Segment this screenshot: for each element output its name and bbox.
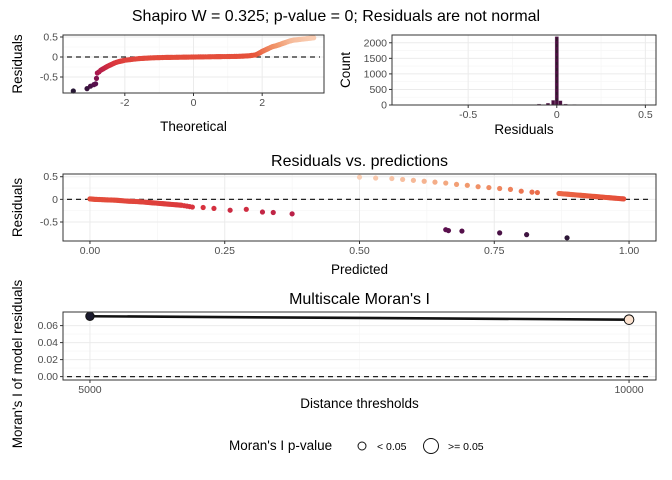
residual-point [289,211,295,217]
x-axis-label: Theoretical [160,119,227,134]
residual-point [497,230,503,236]
x-tick-label: 0.50 [349,245,370,257]
residual-point [389,175,395,182]
y-axis-label: Moran's I of model residuals [10,280,25,449]
moran-point [623,314,635,325]
residual-point [453,181,460,188]
residual-point [564,235,570,241]
moran-point [85,311,95,321]
qq-point [70,88,76,94]
residual-point [259,209,266,215]
y-tick-label: 0.5 [43,171,58,183]
y-tick-label: 0.5 [43,32,58,44]
panel-title: Residuals vs. predictions [271,153,448,170]
residual-point [243,206,249,212]
histogram-bar [551,100,556,106]
residual-point [421,178,427,184]
residual-point [529,189,535,195]
y-tick-label: 1000 [364,68,388,80]
figure-title: Shapiro W = 0.325; p-value = 0; Residual… [132,8,540,25]
x-tick-label: 5000 [78,384,102,396]
panels: -2 0 2 -0.5 0 0.5 Theoretical Residuals -0.5 0 0.5… [10,32,657,454]
legend-key-small [357,441,367,451]
y-tick-label: 500 [369,84,387,96]
residual-point [621,196,627,202]
x-tick-label: 0 [554,109,560,121]
legend-key-large [423,438,439,454]
residual-point [211,205,217,212]
residual-point [464,182,470,188]
legend-label: >= 0.05 [448,441,484,453]
x-tick-label: -2 [120,97,129,109]
y-tick-label: 0.04 [38,337,59,349]
panel-hist: -0.5 0 0.5 0 500 1000 1500 2000 Residuals Count [338,34,657,137]
y-tick-label: 1500 [364,53,388,65]
residual-point [475,184,481,190]
x-tick-label: 0.00 [80,245,101,257]
residual-point [507,186,514,192]
y-tick-label: 0.06 [38,320,59,332]
residual-point [497,185,503,192]
y-tick-label: 0 [381,100,387,112]
x-tick-label: 0 [191,97,197,109]
y-tick-label: 2000 [364,37,388,49]
residual-point [189,204,195,210]
residual-point [486,184,492,191]
residual-point [518,188,524,194]
y-tick-label: 0.00 [38,371,59,383]
y-tick-label: 0 [52,194,58,206]
residual-point [432,179,438,185]
x-tick-label: 0.5 [638,109,653,121]
x-tick-label: -0.5 [459,109,477,121]
y-tick-label: 0 [52,52,58,64]
legend-title: Moran's I p-value [229,438,332,453]
x-axis-label: Predicted [331,262,388,277]
x-tick-label: 2 [259,97,265,109]
panel-border [62,34,325,94]
residual-point [227,207,233,213]
residual-point [270,209,276,216]
legend-label: < 0.05 [377,441,407,453]
x-tick-label: 0.25 [215,245,236,257]
qq-point [93,81,99,87]
panel-border [391,34,657,106]
x-tick-label: 10000 [614,384,643,396]
residual-point [373,175,379,181]
residual-point [445,227,452,234]
residual-point [459,228,465,234]
residual-point [356,174,363,180]
residual-point [410,177,417,183]
x-tick-label: 1.00 [619,245,640,257]
legend: Moran's I p-value < 0.05 >= 0.05 [229,438,484,454]
residual-point [534,189,541,196]
y-axis-label: Residuals [10,178,25,238]
panel-qq: -2 0 2 -0.5 0 0.5 Theoretical Residuals [10,32,325,134]
residual-point [443,180,449,186]
qq-point [311,35,317,41]
residual-point [200,204,206,211]
residual-point [400,176,406,183]
y-tick-label: 0.02 [38,354,59,366]
x-tick-label: 0.75 [484,245,505,257]
x-axis-label: Distance thresholds [300,396,419,411]
plot-background [392,35,656,105]
x-axis-label: Residuals [494,122,554,137]
y-axis-label: Count [338,52,353,88]
moran-line [89,314,630,321]
panel-resid_pred: 0.00 0.25 0.50 0.75 1.00 -0.5 0 0.5 Predicted Res… [10,153,657,277]
panel-border [62,173,657,242]
panel-border [62,311,657,381]
histogram-bar [558,100,563,106]
panel-title: Multiscale Moran's I [289,291,430,308]
qq-point [93,75,100,81]
y-tick-label: -0.5 [40,72,58,84]
residual-point [524,232,530,238]
y-axis-label: Residuals [10,34,25,94]
y-tick-label: -0.5 [40,216,58,228]
panel-moran: 5000 10000 0.00 0.02 0.04 0.06 Distance thresh… [10,280,657,449]
